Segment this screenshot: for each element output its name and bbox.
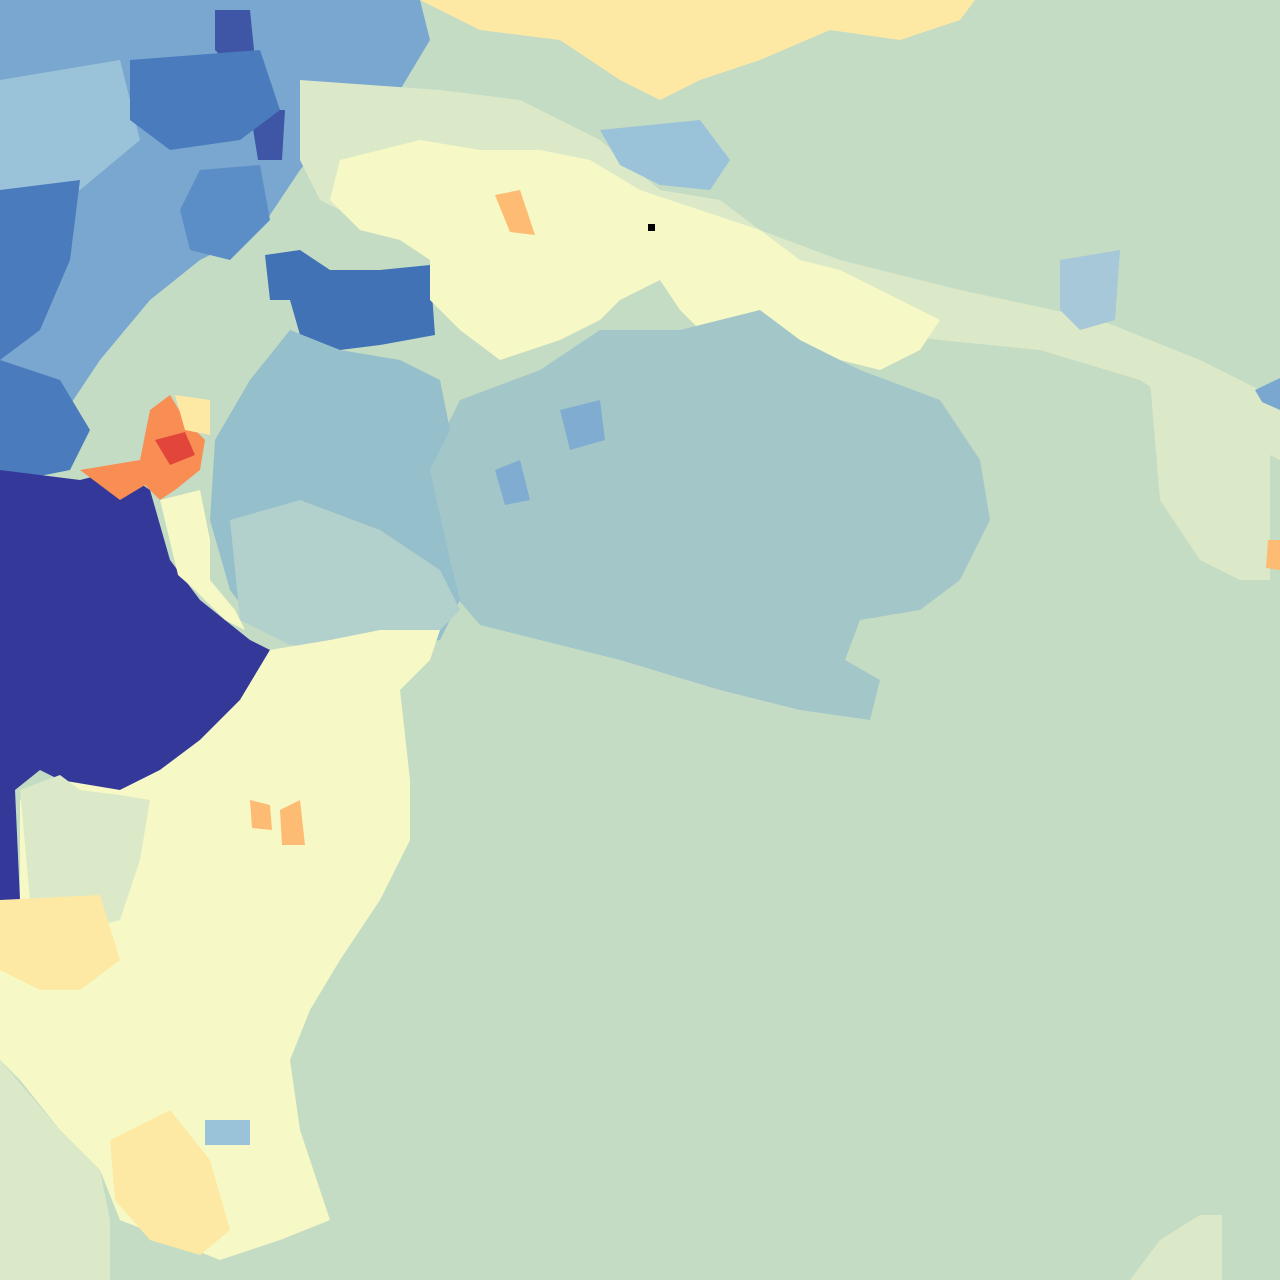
region-south-west-pale[interactable]: [0, 1060, 110, 1280]
region-coast-strip-pale[interactable]: [160, 490, 245, 630]
region-inner-blue-mid[interactable]: [180, 165, 270, 260]
region-coast-cream[interactable]: [175, 395, 210, 435]
region-west-coast-blue[interactable]: [0, 360, 90, 480]
region-south-pale[interactable]: [20, 775, 150, 930]
region-north-blue-mid[interactable]: [0, 180, 80, 360]
region-coast-orange[interactable]: [80, 395, 205, 500]
region-east-blue-pale[interactable]: [1060, 250, 1120, 330]
lagoon-blue-patch-2[interactable]: [495, 460, 530, 505]
region-south-peninsula[interactable]: [0, 630, 440, 1260]
region-south-blue[interactable]: [205, 1120, 250, 1145]
region-east-blue-edge[interactable]: [1255, 378, 1280, 410]
region-southeast-pale[interactable]: [1130, 1215, 1222, 1280]
deep-bay: [0, 470, 270, 900]
lagoon-blue-patch[interactable]: [560, 400, 605, 450]
region-south-orange-3[interactable]: [280, 800, 305, 845]
region-north-orange-spot[interactable]: [495, 190, 535, 235]
region-east-strip[interactable]: [1150, 380, 1270, 580]
region-coast-red[interactable]: [155, 432, 195, 465]
region-north-yellow[interactable]: [420, 0, 975, 100]
region-central-blue[interactable]: [130, 50, 280, 150]
region-ne-pale-blue[interactable]: [600, 120, 730, 190]
inner-bay-south: [230, 500, 460, 650]
region-bay-blue-dark[interactable]: [265, 250, 435, 350]
region-north-yellow-strip[interactable]: [330, 140, 940, 380]
region-east-orange[interactable]: [1266, 540, 1280, 570]
region-north-west-pale[interactable]: [0, 60, 140, 200]
region-south-orange-2[interactable]: [250, 800, 272, 830]
region-south-tip-cream[interactable]: [110, 1110, 230, 1255]
location-marker[interactable]: [648, 224, 655, 231]
region-south-cream[interactable]: [0, 895, 120, 990]
